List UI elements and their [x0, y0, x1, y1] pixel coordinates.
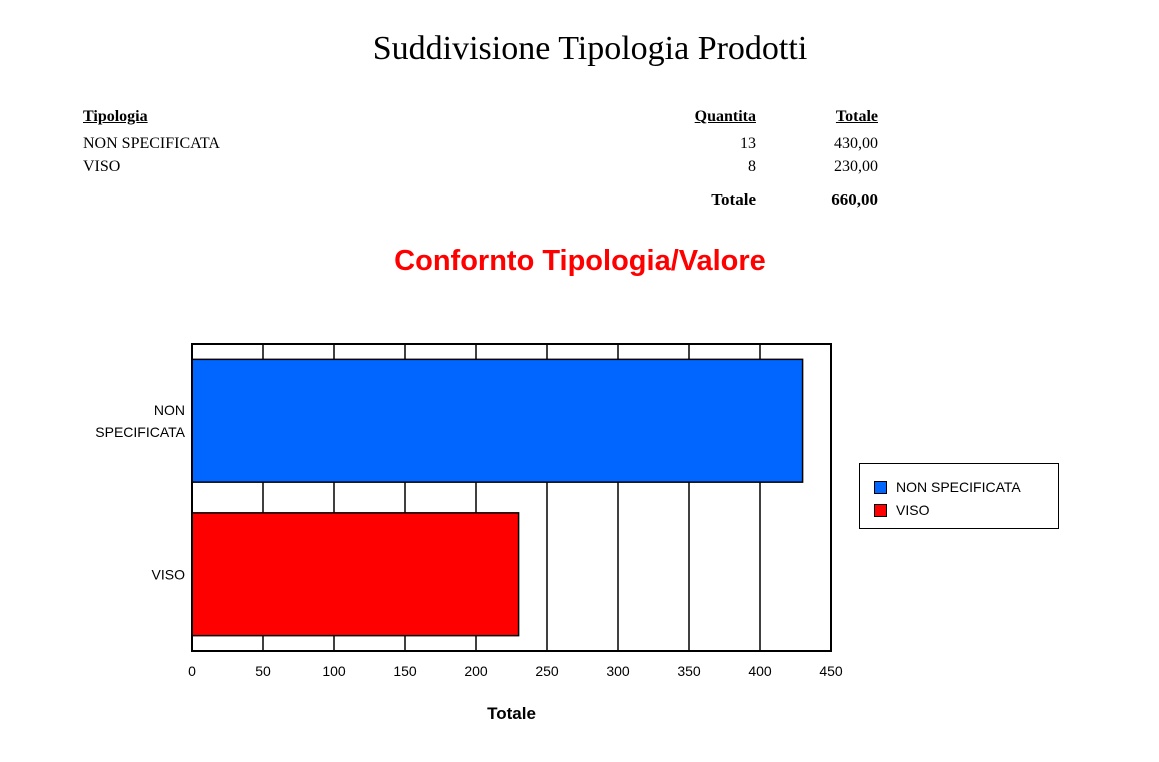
row-quantita: 13 — [740, 135, 756, 152]
x-tick-label: 50 — [255, 663, 271, 679]
category-label: SPECIFICATA — [95, 424, 185, 440]
legend-label: VISO — [896, 502, 930, 518]
row-tipologia: VISO — [83, 158, 121, 175]
chart-legend: NON SPECIFICATA VISO — [859, 463, 1059, 529]
x-tick-label: 450 — [819, 663, 843, 679]
legend-swatch — [874, 503, 887, 517]
x-tick-label: 200 — [464, 663, 488, 679]
header-quantita: Quantita — [694, 108, 756, 125]
legend-swatch — [874, 480, 887, 494]
plot-frame — [191, 343, 832, 652]
x-tick-label: 400 — [748, 663, 772, 679]
category-label: VISO — [152, 566, 186, 582]
x-tick-label: 350 — [677, 663, 701, 679]
legend-label: NON SPECIFICATA — [896, 479, 1021, 495]
x-tick-label: 300 — [606, 663, 630, 679]
x-tick-label: 100 — [322, 663, 346, 679]
x-tick-label: 0 — [188, 663, 196, 679]
report-title: Suddivisione Tipologia Prodotti — [372, 30, 808, 67]
x-tick-label: 250 — [535, 663, 559, 679]
row-tipologia: NON SPECIFICATA — [83, 135, 220, 152]
category-label: NON — [154, 402, 185, 418]
x-tick-label: 150 — [393, 663, 417, 679]
legend-item: NON SPECIFICATA — [874, 478, 1021, 496]
grand-total-label: Totale — [711, 190, 756, 209]
legend-item: VISO — [874, 501, 929, 519]
chart-title: Confornto Tipologia/Valore — [394, 245, 766, 277]
header-tipologia: Tipologia — [83, 108, 148, 125]
grand-total-value: 660,00 — [831, 190, 878, 209]
header-totale: Totale — [835, 108, 878, 125]
bar — [191, 512, 520, 637]
row-totale: 230,00 — [834, 158, 878, 175]
row-totale: 430,00 — [834, 135, 878, 152]
x-axis-title: Totale — [487, 704, 536, 723]
bar — [191, 358, 804, 483]
row-quantita: 8 — [748, 158, 756, 175]
